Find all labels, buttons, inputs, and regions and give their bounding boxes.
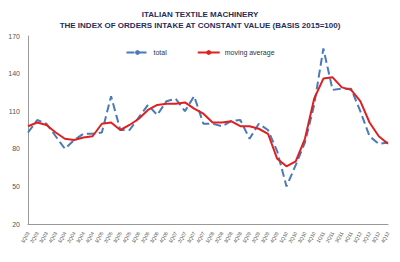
svg-text:3Q09: 3Q09 bbox=[259, 230, 271, 245]
svg-text:3Q04: 3Q04 bbox=[74, 230, 86, 245]
svg-text:4Q04: 4Q04 bbox=[83, 230, 96, 245]
svg-text:110: 110 bbox=[9, 108, 20, 115]
svg-text:3Q12: 3Q12 bbox=[370, 230, 382, 245]
svg-text:THE INDEX OF ORDERS INTAKE AT: THE INDEX OF ORDERS INTAKE AT CONSTANT V… bbox=[60, 21, 341, 30]
svg-text:1Q08: 1Q08 bbox=[203, 230, 216, 245]
svg-text:total: total bbox=[153, 49, 167, 56]
svg-text:4Q06: 4Q06 bbox=[157, 230, 170, 245]
svg-text:2Q06: 2Q06 bbox=[139, 230, 151, 245]
svg-text:1Q11: 1Q11 bbox=[314, 230, 326, 244]
svg-text:3Q11: 3Q11 bbox=[333, 230, 345, 244]
svg-text:2Q08: 2Q08 bbox=[213, 230, 225, 245]
svg-text:4Q07: 4Q07 bbox=[194, 230, 206, 245]
svg-text:2Q04: 2Q04 bbox=[65, 230, 77, 245]
svg-text:3Q08: 3Q08 bbox=[222, 230, 234, 245]
svg-text:3Q10: 3Q10 bbox=[296, 230, 308, 245]
svg-text:1Q03: 1Q03 bbox=[19, 230, 31, 245]
svg-text:3Q07: 3Q07 bbox=[185, 230, 197, 245]
svg-text:ITALIAN TEXTILE MACHINERY: ITALIAN TEXTILE MACHINERY bbox=[142, 10, 259, 19]
svg-text:2Q07: 2Q07 bbox=[176, 230, 188, 245]
svg-text:1Q12: 1Q12 bbox=[351, 230, 363, 245]
svg-text:4Q03: 4Q03 bbox=[47, 230, 59, 245]
svg-text:4Q05: 4Q05 bbox=[120, 230, 133, 245]
svg-text:1Q05: 1Q05 bbox=[93, 230, 105, 245]
svg-text:20: 20 bbox=[12, 221, 20, 228]
svg-text:4Q09: 4Q09 bbox=[268, 230, 280, 245]
svg-text:4Q10: 4Q10 bbox=[305, 230, 317, 245]
svg-text:1Q06: 1Q06 bbox=[130, 230, 142, 245]
svg-text:2Q03: 2Q03 bbox=[28, 230, 40, 245]
svg-text:3Q03: 3Q03 bbox=[37, 230, 50, 245]
svg-text:3Q05: 3Q05 bbox=[111, 230, 123, 245]
svg-text:3Q06: 3Q06 bbox=[148, 230, 160, 245]
svg-text:4Q12: 4Q12 bbox=[379, 230, 390, 244]
svg-text:2Q09: 2Q09 bbox=[250, 230, 262, 245]
svg-text:80: 80 bbox=[12, 145, 20, 152]
svg-text:50: 50 bbox=[12, 183, 20, 190]
svg-text:1Q10: 1Q10 bbox=[277, 230, 290, 245]
svg-text:1Q07: 1Q07 bbox=[167, 230, 179, 245]
svg-text:2Q11: 2Q11 bbox=[324, 230, 336, 244]
svg-text:1Q04: 1Q04 bbox=[56, 230, 68, 245]
svg-text:4Q11: 4Q11 bbox=[342, 230, 354, 244]
svg-text:2Q10: 2Q10 bbox=[287, 230, 299, 245]
svg-text:2Q12: 2Q12 bbox=[360, 230, 373, 245]
svg-text:2Q05: 2Q05 bbox=[102, 230, 114, 245]
svg-text:4Q08: 4Q08 bbox=[231, 230, 243, 245]
svg-text:1Q09: 1Q09 bbox=[240, 230, 253, 245]
svg-text:moving average: moving average bbox=[225, 49, 275, 57]
svg-text:170: 170 bbox=[8, 33, 20, 40]
svg-text:140: 140 bbox=[8, 70, 20, 77]
